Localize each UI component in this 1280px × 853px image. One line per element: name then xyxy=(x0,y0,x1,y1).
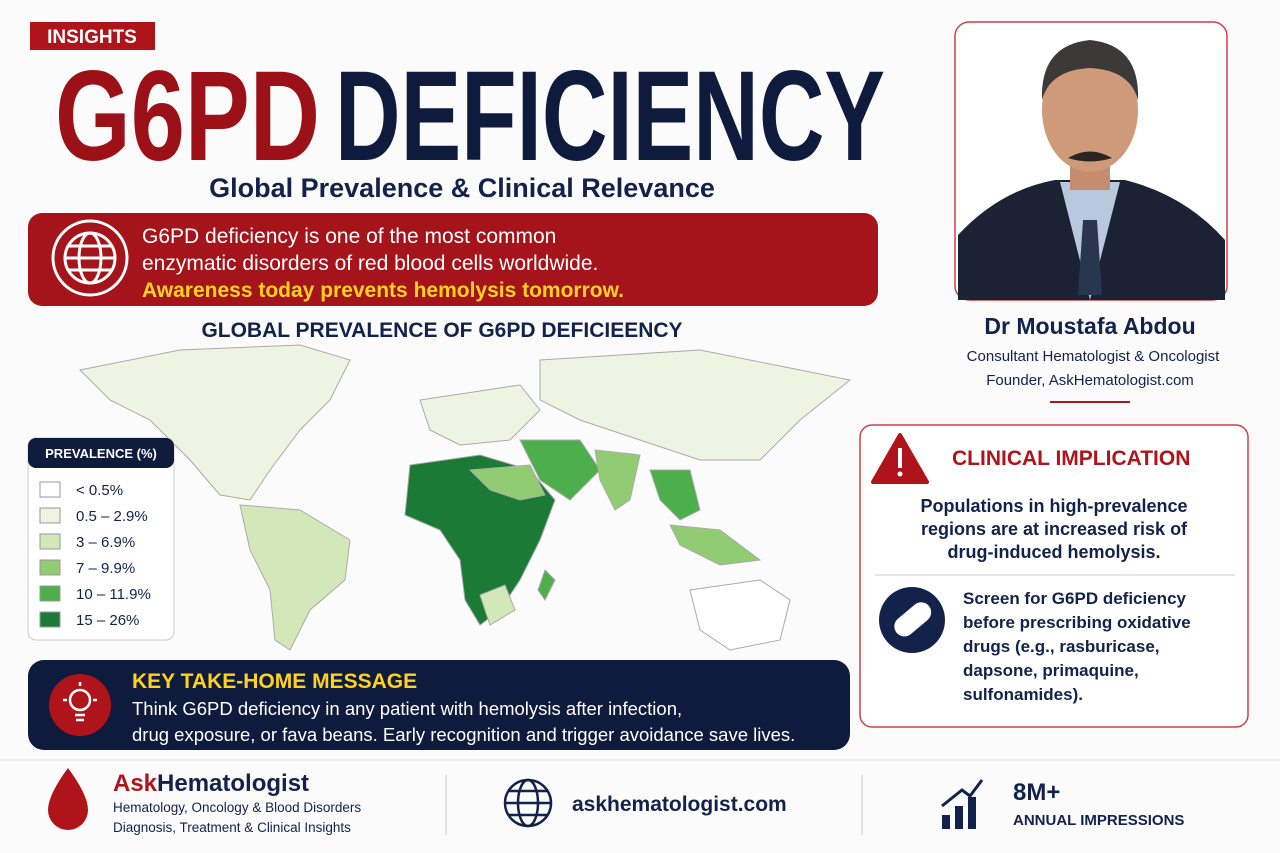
legend-swatch xyxy=(39,507,61,524)
takeaway-line: Think G6PD deficiency in any patient wit… xyxy=(132,698,682,719)
website: askhematologist.com xyxy=(572,793,787,816)
screen-line: drugs (e.g., rasburicase, xyxy=(963,637,1160,656)
growth-icon xyxy=(941,779,984,829)
clinical-card xyxy=(859,424,1249,728)
takeaway-title: KEY TAKE-HOME MESSAGE xyxy=(132,670,417,693)
title-part1: G6PD xyxy=(55,45,320,188)
clinical-title: CLINICAL IMPLICATION xyxy=(952,447,1190,470)
brand-name: AskHematologist xyxy=(113,770,309,797)
screen-line: Screen for G6PD deficiency xyxy=(963,589,1187,608)
screen-line: dapsone, primaquine, xyxy=(963,661,1139,680)
legend-label: 3 – 6.9% xyxy=(76,534,135,551)
takeaway-line: drug exposure, or fava beans. Early reco… xyxy=(132,724,795,745)
legend-header xyxy=(28,438,174,468)
subtitle: Global Prevalence & Clinical Relevance xyxy=(209,173,715,203)
title-part2: DEFICIENCY xyxy=(335,45,885,188)
takeaway-box xyxy=(28,660,850,750)
brand-name-part2: Hematologist xyxy=(157,770,309,797)
risk-line: regions are at increased risk of xyxy=(921,519,1188,539)
intro-line: enzymatic disorders of red blood cells w… xyxy=(142,252,598,275)
drop-icon xyxy=(48,768,88,830)
legend-label: 10 – 11.9% xyxy=(76,586,151,603)
profile-name: Dr Moustafa Abdou xyxy=(984,313,1195,339)
brand-line: Diagnosis, Treatment & Clinical Insights xyxy=(113,820,351,835)
stats-value: 8M+ xyxy=(1013,779,1060,806)
legend-swatch xyxy=(39,559,61,576)
pill-shape xyxy=(894,602,932,637)
map-title: GLOBAL PREVALENCE OF G6PD DEFICIEENCY xyxy=(201,319,682,342)
globe-icon xyxy=(51,219,129,297)
badge-text: INSIGHTS xyxy=(47,27,137,48)
risk-line: drug-induced hemolysis. xyxy=(947,542,1160,562)
legend-title: PREVALENCE (%) xyxy=(45,446,157,461)
brand-name-part1: Ask xyxy=(113,770,158,797)
legend-label: 15 – 26% xyxy=(76,612,139,629)
legend-items: < 0.5% 0.5 – 2.9% 3 – 6.9% 7 – 9.9% 10 – 11.… xyxy=(39,481,151,629)
brand-line: Hematology, Oncology & Blood Disorders xyxy=(113,800,361,815)
intro-line: G6PD deficiency is one of the most commo… xyxy=(142,225,556,248)
bulb-icon xyxy=(49,674,111,736)
legend-swatch xyxy=(39,611,61,628)
profile-role: Consultant Hematologist & Oncologist xyxy=(967,348,1220,365)
legend-label: < 0.5% xyxy=(76,482,123,499)
profile-role: Founder, AskHematologist.com xyxy=(986,372,1194,389)
risk-line: Populations in high-prevalence xyxy=(920,496,1187,516)
badge xyxy=(30,22,155,50)
legend-swatch xyxy=(39,585,61,602)
web-icon xyxy=(503,778,553,828)
legend-label: 7 – 9.9% xyxy=(76,560,135,577)
legend-label: 0.5 – 2.9% xyxy=(76,508,148,525)
screen-line: before prescribing oxidative xyxy=(963,613,1191,632)
bulb-icon-lines xyxy=(63,682,97,722)
legend-swatch xyxy=(39,481,61,498)
legend-swatch xyxy=(39,533,61,550)
world-map xyxy=(78,344,852,651)
warning-mark xyxy=(898,448,902,468)
portrait xyxy=(958,40,1225,300)
intro-box xyxy=(28,213,878,306)
intro-highlight: Awareness today prevents hemolysis tomor… xyxy=(142,279,624,302)
stats-label: ANNUAL IMPRESSIONS xyxy=(1013,812,1184,829)
screen-line: sulfonamides). xyxy=(963,685,1083,704)
warning-dot xyxy=(897,471,903,477)
